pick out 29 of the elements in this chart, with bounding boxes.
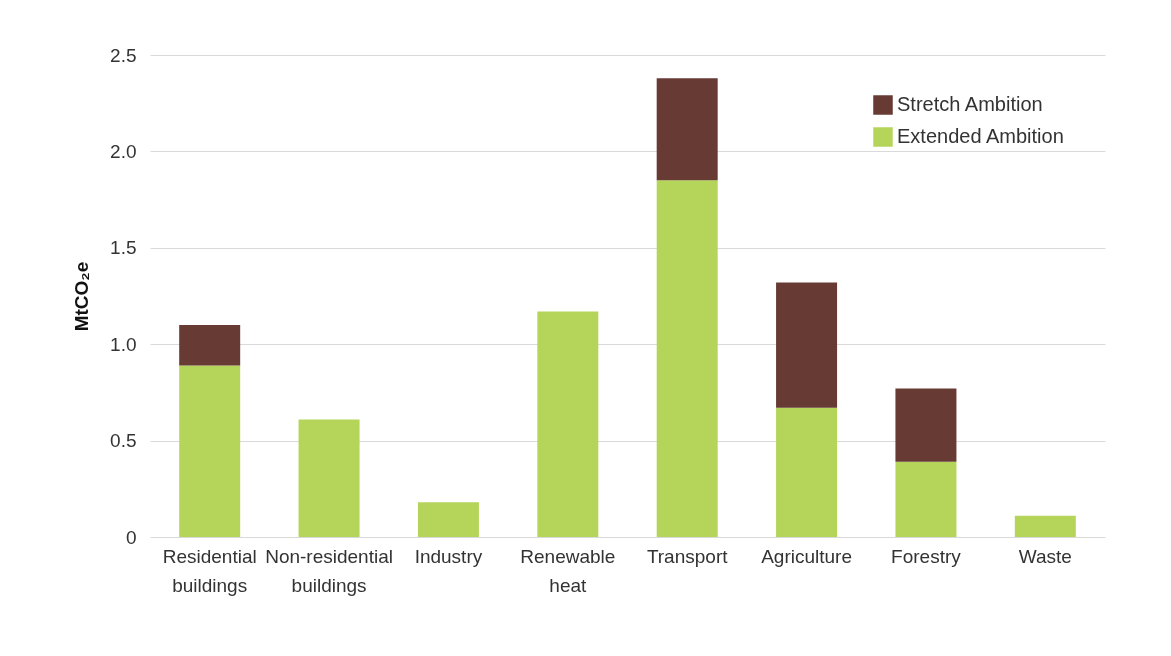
y-tick-label: 2.0 <box>110 140 137 162</box>
x-tick-label: Agriculture <box>761 545 852 567</box>
y-tick-label: 0.5 <box>110 430 137 452</box>
bar <box>179 324 241 366</box>
x-tick-label: Renewable heat <box>520 545 616 596</box>
x-tick-label: Non-residential buildings <box>265 545 393 596</box>
x-tick-label: Industry <box>414 545 483 567</box>
bar <box>895 461 957 537</box>
x-tick-label: Forestry <box>891 545 962 567</box>
bar <box>417 502 479 537</box>
x-tick-label: Residential buildings <box>162 545 257 596</box>
legend-label: Stretch Ambition <box>897 93 1043 115</box>
bar <box>895 388 957 462</box>
y-tick-label: 1.0 <box>110 333 137 355</box>
bar <box>656 78 718 181</box>
bar <box>1014 515 1076 537</box>
bar <box>656 180 718 537</box>
y-tick-label: 0 <box>125 526 137 548</box>
y-axis-title: MtCO₂e <box>71 261 93 332</box>
bar <box>776 407 838 537</box>
y-tick-label: 1.5 <box>110 237 137 259</box>
bar <box>776 282 838 408</box>
bar <box>298 419 360 537</box>
bar <box>179 365 241 537</box>
legend-label: Extended Ambition <box>897 125 1064 147</box>
bar <box>537 311 599 537</box>
x-tick-label: Waste <box>1018 545 1072 567</box>
y-tick-label: 2.5 <box>110 44 137 66</box>
x-tick-label: Transport <box>646 545 729 567</box>
